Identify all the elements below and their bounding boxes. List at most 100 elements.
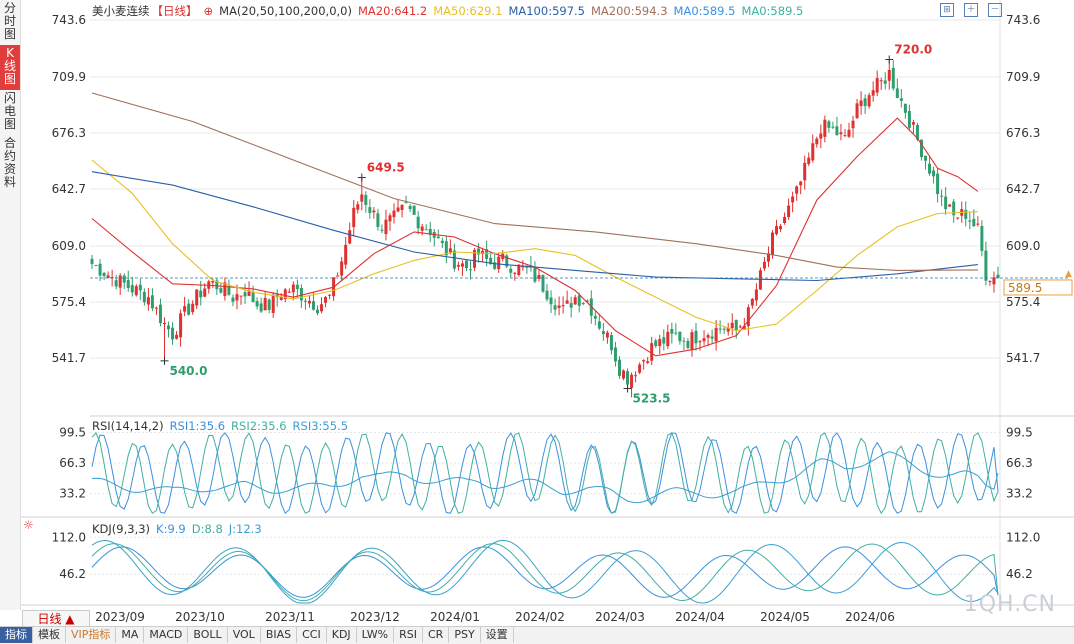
kdj-tick-left: 46.2 [59,567,86,581]
kdj-tick-right: 112.0 [1006,530,1040,544]
candle-body [891,67,895,89]
candle-body [597,321,601,329]
candle-body [718,328,722,330]
candle-body [605,332,609,338]
y-tick-label-left: 676.3 [52,126,86,140]
candle-body [762,261,766,269]
candle-body [130,285,134,293]
sun-icon[interactable]: ☼ [23,518,34,532]
candle-body [911,122,915,125]
bottom-tab[interactable]: LW% [357,627,395,643]
bottom-tab[interactable]: CR [423,627,450,643]
bottom-tab[interactable]: CCI [297,627,327,643]
bottom-tab[interactable]: MA [116,627,145,643]
zoom-out-icon[interactable]: － [988,3,1002,17]
rsi-line-rsi2 [91,431,999,515]
candle-body [154,307,158,309]
kdj-tick-right: 46.2 [1006,567,1033,581]
y-tick-label-left: 709.9 [52,70,86,84]
candle-body [356,204,360,210]
bottom-tab[interactable]: PSY [449,627,481,643]
y-tick-label-left: 575.4 [52,295,86,309]
candle-body [871,90,875,96]
candle-body [146,297,150,305]
candle-body [758,270,762,290]
candle-body [585,300,589,302]
bottom-tab[interactable]: 指标 [0,627,33,643]
fullscreen-icon[interactable]: ⊞ [940,3,954,17]
bottom-tab[interactable]: RSI [394,627,423,643]
rsi-legend-item: RSI2:35.6 [231,419,287,433]
bottom-tab[interactable]: VIP指标 [66,627,117,643]
candle-body [803,162,807,181]
candle-body [388,215,392,222]
ma-legend-item: MA0:589.5 [673,4,736,18]
candle-body [114,280,118,287]
candle-body [791,196,795,203]
tab-contract-info[interactable]: 合约资料 [0,135,20,193]
y-tick-label-right: 541.7 [1006,351,1040,365]
bottom-tab[interactable]: BOLL [188,627,228,643]
candle-body [771,232,774,256]
candle-body [509,268,513,273]
candle-body [609,335,613,351]
candle-body [485,249,489,259]
candle-body [199,290,203,298]
settings-circle-icon[interactable]: ⊕ [203,4,214,18]
candle-body [191,303,195,313]
main-legend: 美小麦连续 【日线】 ⊕ MA(20,50,100,200,0,0) MA20:641.… [92,3,815,19]
kdj-line-d [91,543,999,602]
y-tick-label-right: 642.7 [1006,182,1040,196]
candle-body [980,226,984,251]
candle-body [650,343,654,361]
bottom-tab[interactable]: BIAS [261,627,298,643]
current-price-label: 589.5 [1008,281,1042,295]
candle-body [162,323,166,325]
y-tick-label-left: 642.7 [52,182,86,196]
tab-lightning[interactable]: 闪电图 [0,90,20,135]
ma-line-ma20 [91,117,979,357]
candle-body [879,80,883,82]
candle-body [642,360,646,362]
zoom-in-icon[interactable]: ＋ [964,3,978,17]
candle-body [626,371,630,385]
bottom-tab[interactable]: VOL [228,627,261,643]
candle-body [239,295,243,297]
rsi-tick-right: 33.2 [1006,487,1033,501]
rsi-legend-item: RSI1:35.6 [169,419,226,433]
period-selector-button[interactable]: 日线 ▲ [22,610,90,628]
kdj-legend-item: K:9.9 [156,522,186,536]
bottom-tab[interactable]: MACD [144,627,189,643]
bottom-tab[interactable]: 设置 [481,627,514,643]
candle-body [171,327,175,340]
candle-body [823,119,827,137]
rsi-tick-left: 33.2 [59,487,86,501]
candle-body [219,288,223,293]
candle-body [883,80,887,84]
kdj-line-j [91,539,999,604]
tab-intraday[interactable]: 分时图 [0,0,20,45]
candle-body [807,157,811,164]
ma-legend-item: MA50:629.1 [433,4,503,18]
candle-body [738,326,742,328]
candle-body [638,364,642,373]
bottom-tab[interactable]: KDJ [327,627,357,643]
candle-body [380,229,384,231]
candle-body [247,290,251,296]
candle-body [106,275,110,278]
bottom-tab[interactable]: 模板 [33,627,66,643]
candle-body [513,272,517,274]
candle-body [497,256,501,270]
candle-body [412,205,416,215]
candle-body [686,340,690,348]
candle-body [235,294,239,301]
y-tick-label-right: 709.9 [1006,70,1040,84]
candle-body [907,111,911,128]
candle-body [517,264,521,276]
chart-toolbar: ⊞ ＋ － [930,2,1002,17]
x-axis-label: 2023/12 [350,610,400,624]
candle-body [847,129,851,137]
ma-line-ma100 [91,171,978,282]
